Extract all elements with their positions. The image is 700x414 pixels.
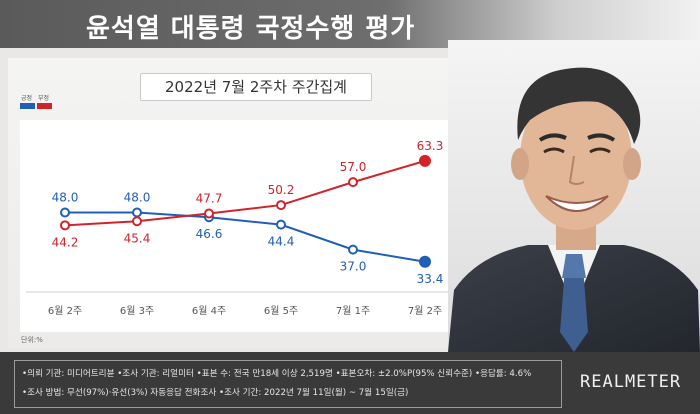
data-label: 50.2 — [268, 183, 295, 197]
legend-label-negative: 부정 — [38, 95, 50, 102]
data-point — [276, 219, 286, 230]
legend-swatch-negative — [37, 103, 52, 109]
data-point — [60, 207, 70, 218]
legend-label-positive: 긍정 — [21, 95, 33, 102]
x-tick-label: 6월 4주 — [192, 305, 226, 317]
survey-info-line-2: •조사 방법: 무선(97%)·유선(3%) 자동응답 전화조사 •조사 기간:… — [22, 388, 409, 398]
x-tick-label: 6월 5주 — [264, 305, 298, 317]
data-label: 46.6 — [196, 227, 223, 241]
data-label: 33.4 — [417, 272, 444, 286]
data-label: 44.4 — [268, 235, 295, 249]
data-label: 37.0 — [340, 260, 367, 274]
data-label: 63.3 — [417, 139, 444, 153]
data-point — [132, 216, 142, 227]
survey-info-line-1: •의뢰 기관: 미디어트리뷴 •조사 기관: 리얼미터 •표본 수: 전국 만1… — [22, 369, 532, 379]
series-line-negative — [64, 159, 426, 227]
data-label: 47.7 — [196, 192, 223, 206]
series-line-positive — [65, 211, 426, 263]
data-label: 45.4 — [124, 231, 151, 245]
chart-area: 6월 2주 6월 3주 6월 4주 6월 5주 7월 1주 7월 2주 48.0 48.0 46… — [20, 120, 500, 332]
data-point — [348, 244, 358, 255]
header-bar: 윤석열 대통령 국정수행 평가 — [0, 0, 700, 48]
unit-label: 단위:% — [21, 336, 43, 344]
data-point — [419, 154, 431, 167]
data-point — [276, 200, 286, 211]
x-tick-label: 7월 2주 — [408, 305, 442, 317]
data-label: 48.0 — [52, 191, 79, 205]
page-title: 윤석열 대통령 국정수행 평가 — [86, 14, 416, 44]
data-point — [204, 208, 214, 219]
chart-subtitle: 2022년 7월 2주차 주간집계 — [140, 73, 372, 101]
data-point — [60, 220, 70, 231]
data-label: 44.2 — [52, 235, 79, 249]
x-tick-label: 7월 1주 — [336, 305, 370, 317]
line-chart: 6월 2주 6월 3주 6월 4주 6월 5주 7월 1주 7월 2주 48.0 48.0 46… — [26, 139, 494, 317]
portrait-illustration — [448, 40, 700, 352]
data-label: 57.0 — [340, 160, 367, 174]
brand-logo: REALMETER — [580, 372, 682, 392]
data-point — [132, 207, 142, 218]
x-tick-label: 6월 3주 — [120, 305, 154, 317]
footer-bar — [0, 352, 700, 414]
data-point — [419, 255, 431, 268]
survey-info-box — [14, 360, 562, 408]
legend-swatch-positive — [20, 103, 35, 109]
x-tick-label: 6월 2주 — [48, 305, 82, 317]
data-point — [348, 177, 358, 188]
president-portrait — [448, 40, 700, 352]
data-label: 48.0 — [124, 191, 151, 205]
